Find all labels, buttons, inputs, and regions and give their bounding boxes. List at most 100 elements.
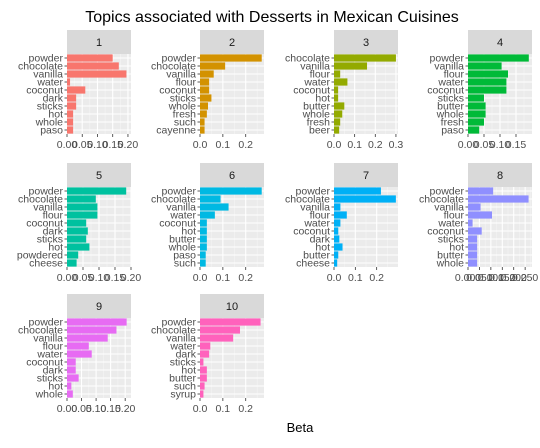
category-label-butter: butter bbox=[437, 250, 464, 262]
bar-whole bbox=[200, 243, 207, 251]
category-label-sticks: sticks bbox=[438, 234, 464, 246]
category-label-butter: butter bbox=[303, 250, 330, 262]
bar-water bbox=[334, 219, 341, 227]
facet-strip-label: 8 bbox=[497, 170, 503, 182]
category-label-whole: whole bbox=[35, 117, 64, 129]
bar-powder bbox=[468, 187, 494, 195]
bar-powder bbox=[67, 54, 113, 62]
bar-powder bbox=[200, 54, 262, 62]
x-tick-label: 0.10 bbox=[89, 272, 110, 284]
category-label-hot: hot bbox=[48, 109, 63, 121]
category-label-flour: flour bbox=[310, 69, 331, 81]
category-label-butter: butter bbox=[169, 373, 196, 385]
category-label-powdered: powdered bbox=[17, 250, 63, 262]
bar-butter bbox=[468, 102, 486, 110]
category-label-water: water bbox=[36, 77, 63, 89]
category-label-fresh: fresh bbox=[307, 117, 331, 129]
bar-whole bbox=[334, 110, 343, 118]
facet-strip-label: 9 bbox=[96, 301, 102, 313]
category-label-vanilla: vanilla bbox=[166, 202, 196, 214]
category-label-dark: dark bbox=[43, 365, 64, 377]
category-label-whole: whole bbox=[302, 109, 331, 121]
category-label-coconut: coconut bbox=[293, 85, 330, 97]
facet-panel-10: 10 powderchocolatevanillawaterdarksticksh… bbox=[151, 294, 264, 415]
facet-strip-label: 7 bbox=[363, 170, 369, 182]
bar-sticks bbox=[468, 235, 478, 243]
category-label-powder: powder bbox=[29, 53, 64, 65]
bar-syrup bbox=[200, 390, 204, 398]
x-tick-label: 0.2 bbox=[368, 139, 383, 151]
facet-panel-3: 3 chocolatevanillaflourwatercoconuthotbut… bbox=[285, 30, 403, 151]
bar-powder bbox=[67, 318, 127, 326]
category-label-dark: dark bbox=[310, 234, 331, 246]
bar-such bbox=[200, 382, 205, 390]
x-tick-label: 0.10 bbox=[87, 139, 108, 151]
facet-panel-7: 7 powderchocolatevanillaflourwatercoconut… bbox=[285, 163, 398, 284]
category-label-sticks: sticks bbox=[170, 93, 196, 105]
facet-strip-label: 6 bbox=[229, 170, 235, 182]
facet-panel-6: 6 powderchocolatevanillawatercoconuthotbu… bbox=[151, 163, 264, 284]
category-label-cheese: cheese bbox=[29, 258, 63, 270]
category-label-such: such bbox=[174, 117, 196, 129]
x-tick-label: 0.000 bbox=[455, 272, 481, 284]
category-label-whole: whole bbox=[35, 389, 64, 401]
x-axis-label: Beta bbox=[287, 420, 315, 435]
facet-panel-9: 9 powderchocolatevanillaflourwatercoconut… bbox=[18, 294, 136, 415]
bar-vanilla bbox=[334, 203, 341, 211]
x-tick-label: 0.05 bbox=[71, 403, 92, 415]
category-label-cheese: cheese bbox=[296, 258, 330, 270]
bar-vanilla bbox=[67, 203, 98, 211]
category-label-sticks: sticks bbox=[170, 357, 196, 369]
bar-hot bbox=[334, 243, 343, 251]
category-label-coconut: coconut bbox=[26, 357, 63, 369]
category-label-powder: powder bbox=[29, 186, 64, 198]
category-label-water: water bbox=[36, 349, 63, 361]
x-tick-label: 0.0 bbox=[193, 272, 208, 284]
category-label-powder: powder bbox=[162, 53, 197, 65]
category-label-hot: hot bbox=[449, 242, 464, 254]
category-label-flour: flour bbox=[444, 210, 465, 222]
bar-fresh bbox=[468, 118, 484, 126]
bar-vanilla bbox=[67, 70, 127, 78]
bar-butter bbox=[334, 251, 339, 259]
x-tick-label: 0.2 bbox=[238, 272, 253, 284]
bar-powdered bbox=[67, 251, 79, 259]
bar-chocolate bbox=[200, 62, 226, 70]
facet-strip bbox=[468, 163, 532, 187]
facet-strip bbox=[334, 163, 398, 187]
category-label-vanilla: vanilla bbox=[166, 69, 196, 81]
category-label-dark: dark bbox=[43, 93, 64, 105]
bar-fresh bbox=[334, 118, 341, 126]
bar-whole bbox=[67, 390, 73, 398]
category-label-vanilla: vanilla bbox=[434, 61, 464, 73]
category-label-such: such bbox=[174, 381, 196, 393]
x-tick-label: 0.00 bbox=[57, 139, 78, 151]
category-label-hot: hot bbox=[181, 226, 196, 238]
category-label-powder: powder bbox=[162, 317, 197, 329]
bar-chocolate bbox=[67, 326, 117, 334]
bar-flour bbox=[468, 70, 508, 78]
category-label-chocolate: chocolate bbox=[285, 53, 330, 65]
category-label-coconut: coconut bbox=[427, 226, 464, 238]
category-label-sticks: sticks bbox=[37, 234, 63, 246]
bar-water bbox=[334, 78, 348, 86]
category-label-powder: powder bbox=[430, 53, 465, 65]
facet-panel-8: 8 powderchocolatevanillaflourwatercoconut… bbox=[419, 163, 538, 284]
category-label-beer: beer bbox=[309, 125, 331, 137]
bar-vanilla bbox=[468, 203, 481, 211]
bar-powder bbox=[334, 187, 381, 195]
category-label-water: water bbox=[303, 218, 330, 230]
x-tick-label: 0.1 bbox=[348, 272, 363, 284]
category-label-vanilla: vanilla bbox=[300, 61, 330, 73]
bar-paso bbox=[200, 251, 206, 259]
bar-vanilla bbox=[200, 203, 229, 211]
category-label-hot: hot bbox=[315, 242, 330, 254]
bar-chocolate bbox=[334, 54, 396, 62]
bar-cheese bbox=[67, 259, 77, 267]
facet-panel-5: 5 powderchocolatevanillaflourcoconutdarks… bbox=[17, 163, 141, 284]
facet-strip-label: 4 bbox=[497, 37, 503, 49]
bar-coconut bbox=[334, 86, 339, 94]
bar-flour bbox=[468, 211, 492, 219]
category-label-flour: flour bbox=[43, 341, 64, 353]
